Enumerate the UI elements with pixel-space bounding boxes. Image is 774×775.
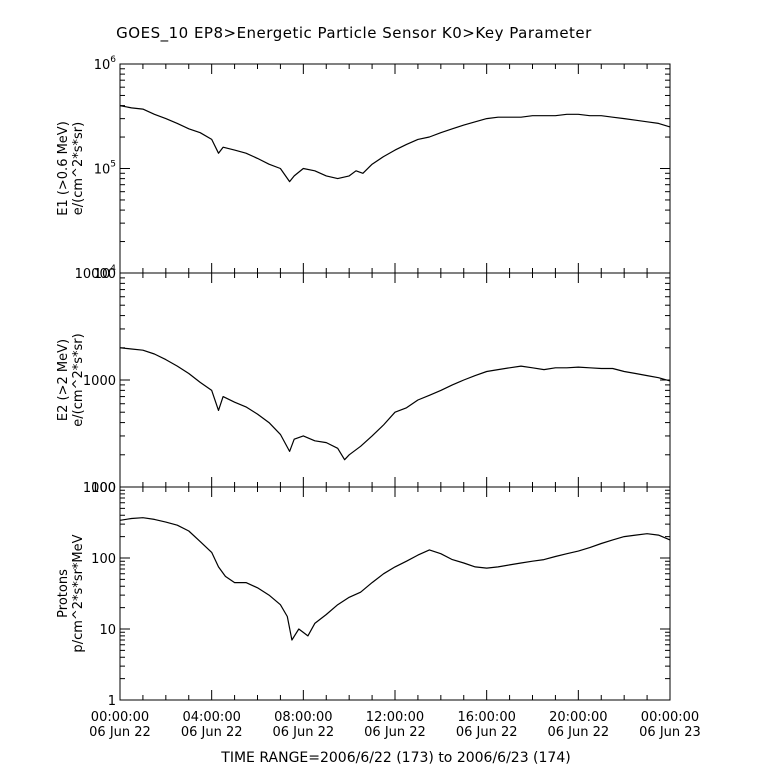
y-axis-label: Protons bbox=[56, 569, 71, 618]
y-axis-label: e/(cm^2*s*sr) bbox=[71, 333, 86, 426]
x-tick-date: 06 Jun 22 bbox=[272, 725, 334, 740]
y-tick-label: 100 bbox=[91, 552, 116, 567]
x-tick-time: 20:00:00 bbox=[549, 710, 607, 725]
y-tick-mantissa: 10 bbox=[94, 267, 111, 282]
x-tick-time: 08:00:00 bbox=[274, 710, 332, 725]
x-tick-time: 00:00:00 bbox=[91, 710, 149, 725]
x-tick-date: 06 Jun 22 bbox=[89, 725, 151, 740]
x-tick-date: 06 Jun 22 bbox=[181, 725, 243, 740]
x-tick-date: 06 Jun 22 bbox=[456, 725, 518, 740]
series-line-e1 bbox=[119, 105, 671, 183]
y-axis-label: E2 (>2 MeV) bbox=[56, 339, 71, 421]
panel-frame bbox=[119, 272, 671, 488]
y-tick-exponent: 5 bbox=[110, 160, 116, 170]
series-line-e2 bbox=[119, 347, 671, 461]
y-tick-label: 10000 bbox=[75, 267, 116, 282]
y-tick-mantissa: 10 bbox=[94, 163, 111, 178]
panel-frame bbox=[119, 486, 671, 701]
y-tick-exponent: 4 bbox=[110, 264, 116, 274]
x-tick-time: 04:00:00 bbox=[182, 710, 240, 725]
y-tick-exponent: 6 bbox=[110, 55, 116, 65]
plot-title: GOES_10 EP8>Energetic Particle Sensor K0… bbox=[116, 24, 592, 43]
y-tick-label: 106 bbox=[94, 55, 117, 73]
x-tick-time: 12:00:00 bbox=[366, 710, 424, 725]
panel-frame bbox=[119, 63, 671, 274]
y-tick-label: 1000 bbox=[83, 481, 116, 496]
y-tick-label: 105 bbox=[94, 160, 116, 178]
x-tick-time: 16:00:00 bbox=[457, 710, 515, 725]
x-tick-time: 00:00:00 bbox=[641, 710, 699, 725]
y-tick-label: 10 bbox=[99, 623, 116, 638]
y-tick-label: 104 bbox=[94, 264, 117, 282]
y-tick-label: 100 bbox=[91, 481, 116, 496]
y-tick-mantissa: 10 bbox=[94, 58, 111, 73]
x-tick-date: 06 Jun 22 bbox=[547, 725, 609, 740]
x-tick-date: 06 Jun 23 bbox=[639, 725, 701, 740]
y-axis-label: E1 (>0.6 MeV) bbox=[56, 121, 71, 216]
time-range-label: TIME RANGE=2006/6/22 (173) to 2006/6/23 … bbox=[220, 750, 570, 766]
y-axis-label: e/(cm^2*s*sr) bbox=[71, 122, 86, 215]
series-line-protons bbox=[119, 517, 671, 641]
y-tick-label: 1000 bbox=[83, 374, 116, 389]
x-tick-date: 06 Jun 22 bbox=[364, 725, 426, 740]
y-axis-label: p/cm^2*s*sr*MeV bbox=[71, 534, 86, 652]
y-tick-label: 1 bbox=[108, 694, 116, 709]
